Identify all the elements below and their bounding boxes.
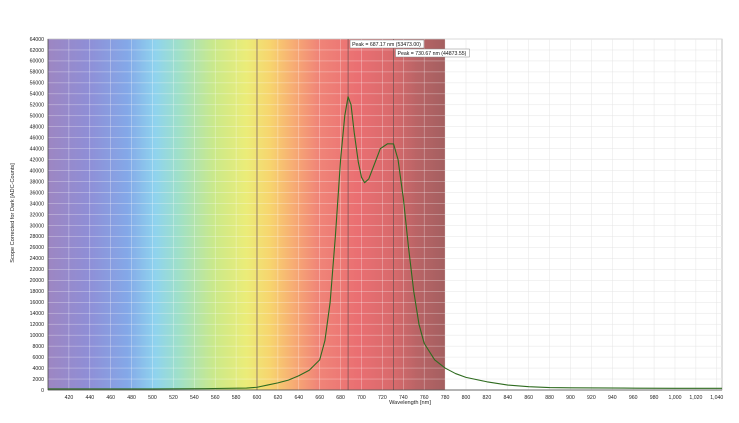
y-tick-label: 12000 — [30, 322, 45, 328]
x-tick-label: 620 — [274, 395, 283, 401]
y-tick-label: 16000 — [30, 300, 45, 306]
series-line-1 — [48, 96, 722, 390]
x-tick-label: 1,040 — [710, 395, 723, 401]
x-tick-label: 600 — [253, 395, 262, 401]
x-tick-label: 500 — [148, 395, 157, 401]
x-tick-label: 940 — [608, 395, 617, 401]
x-tick-label: 720 — [378, 395, 387, 401]
x-tick-label: 480 — [127, 395, 136, 401]
y-tick-label: 14000 — [30, 311, 45, 317]
y-tick-label: 64000 — [30, 37, 45, 43]
x-tick-label: 420 — [65, 395, 74, 401]
x-tick-label: 660 — [315, 395, 324, 401]
y-tick-label: 40000 — [30, 168, 45, 174]
y-tick-label: 48000 — [30, 125, 45, 131]
peak-label: Peak = 730.67 nm (44873.55) — [398, 51, 467, 57]
y-axis-title: Scope Corrected for Dark [ADC-Counts] — [10, 163, 16, 263]
x-tick-label: 460 — [106, 395, 115, 401]
y-tick-label: 4000 — [32, 366, 44, 372]
x-tick-label: 800 — [462, 395, 471, 401]
x-tick-label: 1,020 — [689, 395, 702, 401]
x-tick-label: 840 — [503, 395, 512, 401]
y-tick-label: 20000 — [30, 278, 45, 284]
y-tick-label: 54000 — [30, 92, 45, 98]
x-tick-label: 1,000 — [668, 395, 681, 401]
y-tick-label: 36000 — [30, 190, 45, 196]
y-tick-label: 44000 — [30, 146, 45, 152]
x-tick-label: 860 — [524, 395, 533, 401]
x-tick-label: 780 — [441, 395, 450, 401]
x-tick-label: 980 — [650, 395, 659, 401]
y-tick-label: 22000 — [30, 267, 45, 273]
x-tick-label: 960 — [629, 395, 638, 401]
x-tick-label: 680 — [336, 395, 345, 401]
y-tick-label: 28000 — [30, 234, 45, 240]
y-tick-label: 0 — [41, 388, 44, 394]
y-tick-label: 24000 — [30, 256, 45, 262]
x-tick-label: 440 — [85, 395, 94, 401]
x-tick-label: 520 — [169, 395, 178, 401]
y-tick-label: 32000 — [30, 212, 45, 218]
y-tick-label: 18000 — [30, 289, 45, 295]
y-tick-label: 8000 — [32, 344, 44, 350]
x-tick-label: 560 — [211, 395, 220, 401]
peak-label-box — [395, 48, 470, 58]
y-tick-label: 30000 — [30, 223, 45, 229]
x-tick-label: 760 — [420, 395, 429, 401]
x-tick-label: 900 — [566, 395, 575, 401]
y-tick-label: 42000 — [30, 157, 45, 163]
y-tick-label: 52000 — [30, 103, 45, 109]
y-tick-label: 38000 — [30, 179, 45, 185]
x-tick-label: 580 — [232, 395, 241, 401]
x-tick-label: 740 — [399, 395, 408, 401]
y-tick-label: 10000 — [30, 333, 45, 339]
y-tick-label: 34000 — [30, 201, 45, 207]
peak-label-box — [349, 39, 425, 49]
y-tick-label: 46000 — [30, 136, 45, 142]
peak-label: Peak = 687.17 nm (53473.00) — [352, 42, 421, 48]
y-tick-label: 58000 — [30, 70, 45, 76]
y-tick-label: 6000 — [32, 355, 44, 361]
x-tick-label: 820 — [483, 395, 492, 401]
x-tick-label: 540 — [190, 395, 199, 401]
x-tick-label: 640 — [294, 395, 303, 401]
x-axis-title: Wavelength [nm] — [389, 400, 431, 406]
y-tick-label: 26000 — [30, 245, 45, 251]
y-tick-label: 50000 — [30, 114, 45, 120]
y-tick-label: 56000 — [30, 81, 45, 87]
x-tick-label: 880 — [545, 395, 554, 401]
y-tick-label: 2000 — [32, 377, 44, 383]
y-tick-label: 60000 — [30, 59, 45, 65]
x-tick-label: 700 — [357, 395, 366, 401]
y-tick-label: 62000 — [30, 48, 45, 54]
x-tick-label: 920 — [587, 395, 596, 401]
